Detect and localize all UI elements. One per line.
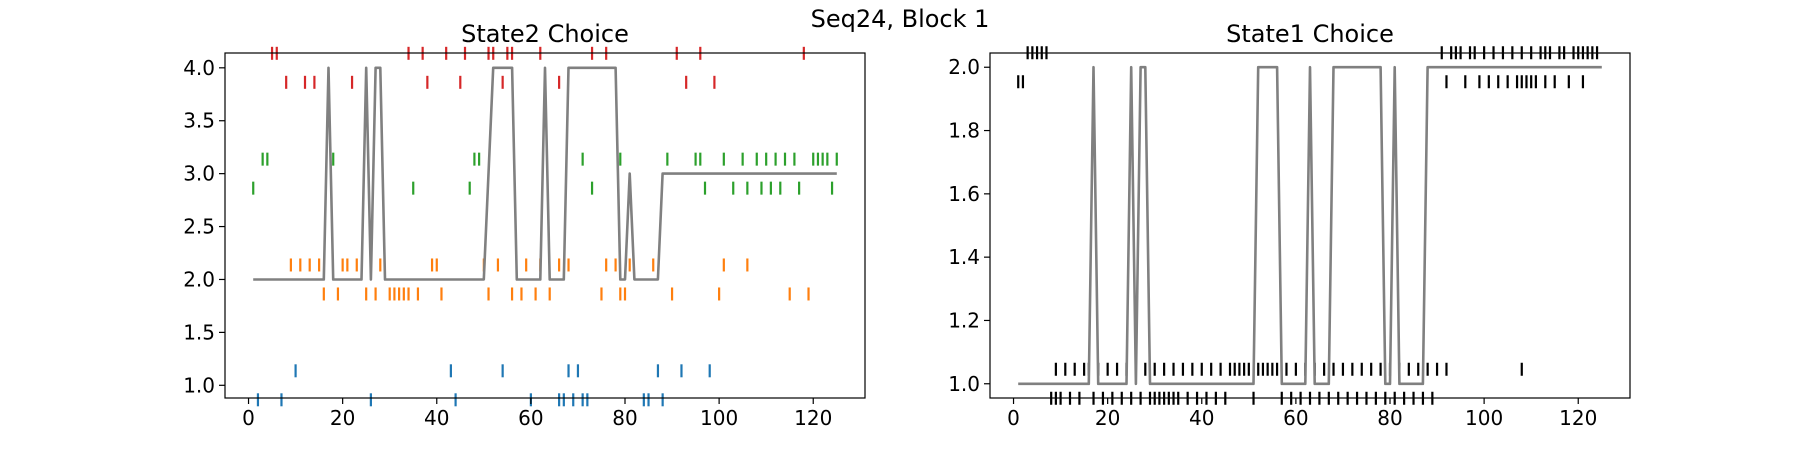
choice-series-line bbox=[1018, 65, 1602, 386]
y-tick-label: 2.5 bbox=[183, 215, 215, 239]
x-tick-label: 0 bbox=[242, 406, 255, 430]
x-tick-label: 120 bbox=[1559, 406, 1597, 430]
x-tick-label: 40 bbox=[1189, 406, 1214, 430]
y-tick-label: 1.5 bbox=[183, 320, 215, 344]
y-tick-label: 1.6 bbox=[948, 182, 980, 206]
y-tick-label: 1.4 bbox=[948, 245, 980, 269]
y-tick-label: 4.0 bbox=[183, 56, 215, 80]
state2-choice-panel: State2 Choice 0 20 40 60 80 100 120 1.0 1.5 2.0 2.… bbox=[183, 20, 866, 430]
state1-choice-panel: State1 Choice 0 20 40 60 80 100 120 1.0 1.2 1.4 1.… bbox=[948, 20, 1631, 430]
y-tick-label: 1.0 bbox=[183, 373, 215, 397]
panel-title: State1 Choice bbox=[1226, 20, 1394, 48]
x-tick-label: 80 bbox=[612, 406, 637, 430]
x-tick-label: 60 bbox=[518, 406, 543, 430]
y-tick-label: 3.5 bbox=[183, 109, 215, 133]
x-tick-label: 40 bbox=[424, 406, 449, 430]
axes-frame bbox=[224, 52, 866, 399]
y-tick-label: 2.0 bbox=[183, 267, 215, 291]
x-tick-label: 100 bbox=[1465, 406, 1503, 430]
x-tick-label: 80 bbox=[1377, 406, 1402, 430]
figure-suptitle: Seq24, Block 1 bbox=[811, 5, 990, 33]
x-tick-label: 20 bbox=[330, 406, 355, 430]
y-tick-label: 1.8 bbox=[948, 119, 980, 143]
y-tick-label: 1.2 bbox=[948, 308, 980, 332]
x-tick-label: 120 bbox=[794, 406, 832, 430]
choice-series-line bbox=[253, 66, 837, 281]
y-tick-label: 2.0 bbox=[948, 55, 980, 79]
x-tick-label: 20 bbox=[1095, 406, 1120, 430]
axes-frame bbox=[989, 52, 1631, 399]
y-tick-label: 1.0 bbox=[948, 372, 980, 396]
x-tick-label: 60 bbox=[1283, 406, 1308, 430]
x-tick-label: 0 bbox=[1007, 406, 1020, 430]
x-tick-label: 100 bbox=[700, 406, 738, 430]
panel-title: State2 Choice bbox=[461, 20, 629, 48]
y-tick-label: 3.0 bbox=[183, 162, 215, 186]
